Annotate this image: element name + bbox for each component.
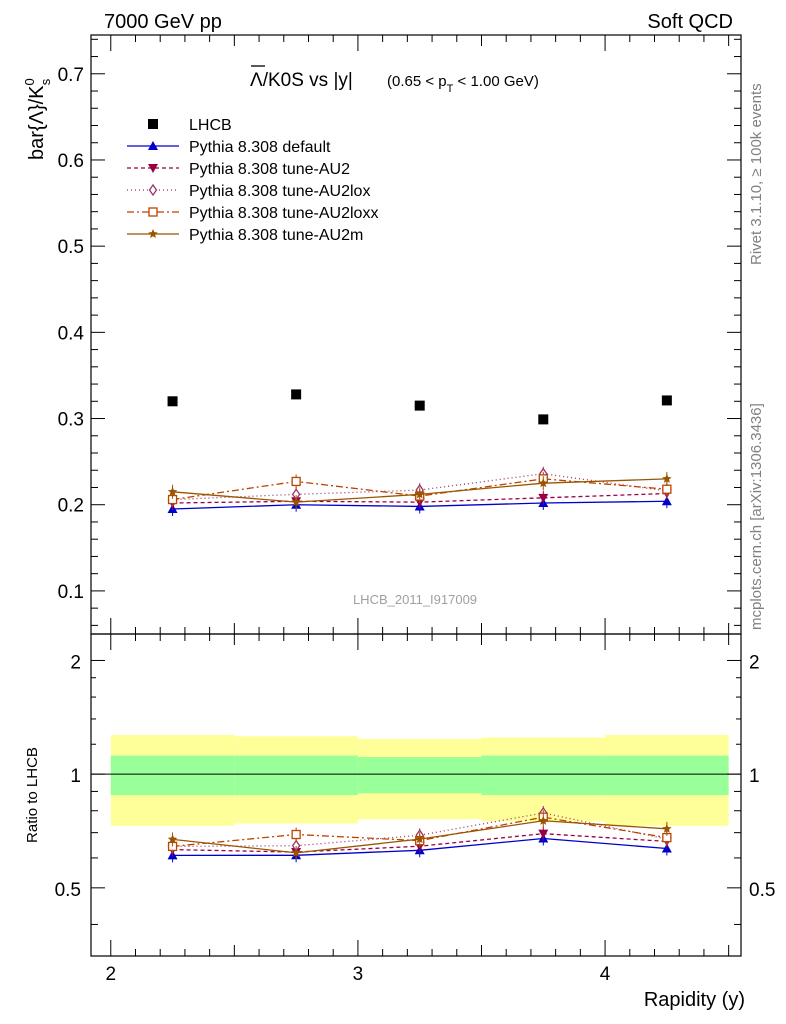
data-point [291,389,302,400]
watermark: LHCB_2011_I917009 [353,592,477,607]
x-tick-label: 3 [353,964,364,985]
title-range-post: < 1.00 GeV) [453,73,538,90]
ratio-tick-label-right: 2 [749,652,760,673]
ratio-frame [90,633,742,957]
ratio-series [167,805,672,863]
x-tick-label: 4 [600,964,611,985]
series-point-1 [538,493,549,503]
legend-marker-3 [148,183,158,197]
y-tick-label: 0.2 [58,496,84,517]
ratio-point-3 [291,829,301,840]
y-tick-label: 0.7 [58,65,84,86]
y-tick-label: 0.3 [58,410,84,431]
ratio-point-4 [414,834,425,844]
series-point-4 [291,497,301,507]
ratio-tick-label: 1 [70,766,81,787]
ylabel-sub: s [38,78,53,85]
data-point [167,396,178,407]
legend-label-2: Pythia 8.308 tune-AU2 [189,161,350,178]
svg-text:bar{Λ}/K0s: bar{Λ}/K0s [22,78,53,160]
title-main: Λ/K0S vs |y| [250,70,353,91]
axes: 0.1 0.2 0.3 0.4 0.5 0.6 0.7 0.5 0.5 1 1 2 2 2 3 4 [55,34,775,985]
ratio-bands [91,734,741,826]
series-point-4 [414,489,425,499]
ylabel-main: bar{Λ}/K [26,85,48,160]
x-axis-label: Rapidity (y) [644,989,745,1011]
ratio-y-label: Ratio to LHCB [24,747,41,843]
side-label-rivet: Rivet 3.1.10, ≥ 100k events [748,83,765,265]
ratio-band-inner [605,755,729,796]
series-point-4 [538,478,549,488]
ratio-band-inner [357,757,482,794]
series-point-4 [167,486,178,496]
legend: LHCB Pythia 8.308 default Pythia 8.308 tun… [127,117,378,244]
side-label-mcplots: mcplots.cern.ch [arXiv:1306.3436] [748,403,765,630]
ratio-point-1 [538,829,549,839]
title-overline-letter: Λ [250,70,263,91]
y-tick-label: 0.6 [58,151,84,172]
y-tick-label: 0.4 [58,323,85,344]
ratio-tick-label: 2 [70,652,81,673]
series-point-3 [291,476,301,487]
legend-marker-5 [148,229,158,239]
ratio-point-4 [167,834,178,844]
series-point-0 [661,496,672,506]
x-tick-label: 2 [105,964,116,985]
legend-label-3: Pythia 8.308 tune-AU2lox [189,183,370,200]
ratio-tick-label-right: 1 [749,766,760,787]
ratio-point-4 [538,815,549,825]
ratio-point-4 [291,847,301,857]
title-range-pre: (0.65 < p [387,73,447,90]
series-point-4 [662,473,672,483]
ylabel-sup: 0 [22,78,37,85]
data-point [661,395,672,406]
legend-marker-1 [148,141,158,150]
ratio-band-inner [481,755,606,796]
ratio-tick-label-right: 0.5 [749,880,775,901]
legend-label-0: LHCB [189,117,232,134]
title-range-sub: T [447,83,454,95]
ratio-tick-label: 0.5 [55,880,81,901]
y-tick-label: 0.5 [58,237,84,258]
ratio-point-4 [662,823,672,833]
data-point [538,414,549,425]
header-left: 7000 GeV pp [104,11,222,33]
legend-marker-0 [148,119,158,129]
legend-label-5: Pythia 8.308 tune-AU2m [189,227,363,244]
legend-label-4: Pythia 8.308 tune-AU2loxx [189,205,378,222]
series-point-3 [662,484,672,494]
legend-marker-4 [148,207,158,217]
ratio-band-inner [110,755,235,796]
chart-title: Λ/K0S vs |y| (0.65 < pT < 1.00 GeV) [250,65,539,95]
legend-label-1: Pythia 8.308 default [189,139,331,156]
data-points [167,389,672,425]
data-point [414,400,425,411]
ratio-band-inner [234,755,358,796]
legend-marker-2 [148,164,158,173]
y-axis-label: bar{Λ}/K0s [22,78,53,160]
header-right: Soft QCD [647,11,733,33]
title-rest: /K0S vs |y| [263,70,353,91]
title-range: (0.65 < pT < 1.00 GeV) [387,73,539,95]
y-tick-label: 0.1 [58,582,84,603]
main-series [167,466,672,517]
